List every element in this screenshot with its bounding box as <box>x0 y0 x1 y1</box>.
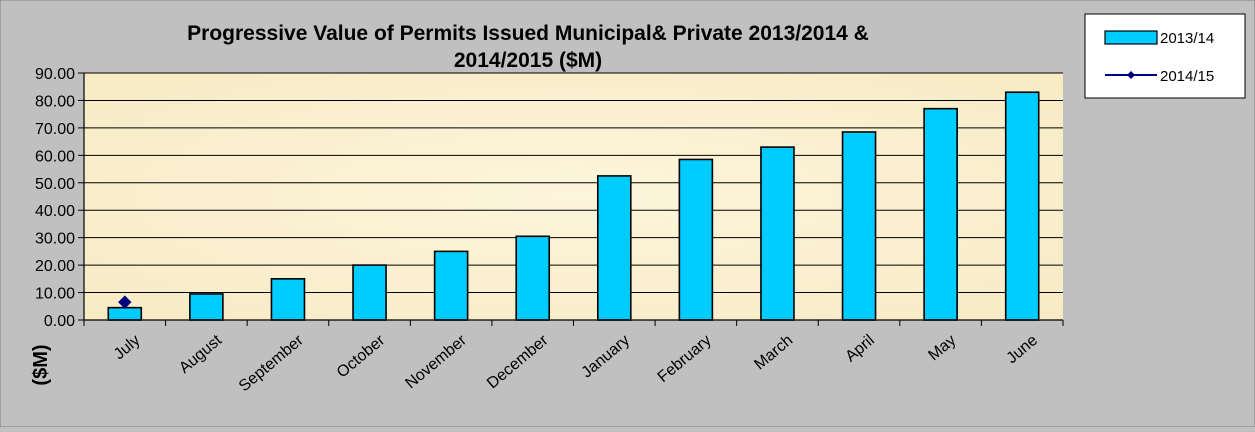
bar-july <box>107 306 143 321</box>
bars-layer <box>107 91 1040 321</box>
bar-april <box>841 131 877 321</box>
chart-title-line1: Progressive Value of Permits Issued Muni… <box>187 22 869 45</box>
y-tick-label: 20.00 <box>35 258 75 275</box>
axes-layer <box>78 72 1064 326</box>
y-tick-label: 10.00 <box>35 286 75 303</box>
bar-june <box>1004 91 1040 321</box>
legend-label-2014-15: 2014/15 <box>1160 68 1214 85</box>
bar-february <box>678 158 714 321</box>
bar-october <box>352 264 387 321</box>
plot-layer <box>84 73 1063 320</box>
y-tick-label: 30.00 <box>35 231 75 248</box>
bar-may <box>923 107 958 321</box>
bar-december <box>515 235 551 321</box>
legend-swatch-2013-14 <box>1104 30 1158 45</box>
y-tick-label: 80.00 <box>35 93 75 110</box>
bar-november <box>433 250 469 321</box>
y-tick-label: 40.00 <box>35 203 75 220</box>
y-tick-label: 50.00 <box>35 176 75 193</box>
bar-january <box>596 175 632 321</box>
plot-area <box>84 73 1063 320</box>
point-2014-15-july <box>118 295 132 309</box>
chart-title-line2: 2014/2015 ($M) <box>454 49 602 72</box>
y-tick-label: 60.00 <box>35 148 75 165</box>
y-tick-label: 0.00 <box>44 313 75 330</box>
y-tick-label: 70.00 <box>35 121 75 138</box>
bar-august <box>189 293 224 321</box>
bar-march <box>760 146 795 321</box>
line-series-layer <box>118 295 132 309</box>
y-tick-label: 90.00 <box>35 66 75 83</box>
grid-layer <box>84 72 1063 294</box>
y-axis-title: ($M) <box>30 344 52 385</box>
legend-marker-2014-15 <box>1127 71 1135 79</box>
bar-september <box>270 278 306 321</box>
legend-label-2013-14: 2013/14 <box>1160 30 1214 47</box>
legend: 2013/14 2014/15 <box>1084 13 1246 99</box>
legend-box <box>1084 13 1246 99</box>
